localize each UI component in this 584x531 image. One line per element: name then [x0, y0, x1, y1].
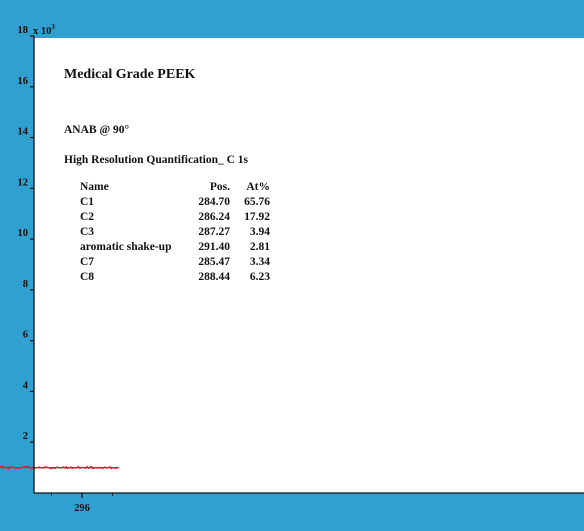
y-tick-label: 4: [23, 380, 29, 391]
table-header: Name: [80, 181, 109, 193]
table-cell: C8: [80, 271, 94, 283]
y-tick-label: 16: [18, 76, 29, 87]
table-header: Pos.: [210, 181, 230, 193]
table-cell: 284.70: [198, 196, 230, 208]
table-cell: 288.44: [198, 271, 230, 283]
table-cell: 287.27: [198, 226, 230, 238]
table-cell: C3: [80, 226, 94, 238]
y-tick-label: 12: [18, 177, 29, 188]
table-cell: 6.23: [250, 271, 270, 283]
chart-subtitle: ANAB @ 90°: [64, 124, 130, 136]
envelope-line: [0, 465, 119, 470]
table-cell: 17.92: [244, 211, 270, 223]
plot-area: [0, 465, 119, 470]
plot-background: [34, 38, 584, 493]
table-cell: 65.76: [244, 196, 270, 208]
y-tick-label: 10: [18, 228, 29, 239]
x-tick-label: 296: [74, 503, 90, 514]
table-cell: 2.81: [250, 241, 270, 253]
table-cell: C2: [80, 211, 94, 223]
table-header: At%: [246, 181, 270, 193]
quantification-table: Name Pos. At% C1 284.70 65.76 C2 286.24 17.92 C3 2…: [80, 181, 270, 283]
y-axis-multiplier: x 103: [33, 23, 55, 37]
table-cell: 286.24: [198, 211, 230, 223]
chart-title: Medical Grade PEEK: [64, 67, 196, 82]
table-cell: C1: [80, 196, 94, 208]
x-ticks: 296292288284280: [51, 493, 113, 514]
y-ticks: 2 4 6 8 10 12 14 16 18: [18, 25, 34, 443]
axes: 2 4 6 8 10 12 14 16 18 296292288284280 x 103: [18, 23, 584, 514]
table-cell: C7: [80, 256, 94, 268]
table-cell: 291.40: [198, 241, 230, 253]
table-heading: High Resolution Quantification_ C 1s: [64, 154, 249, 166]
header-text: Medical Grade PEEK ANAB @ 90° High Resol…: [64, 67, 249, 166]
y-tick-label: 6: [23, 330, 28, 341]
table-cell: 285.47: [198, 256, 230, 268]
y-tick-label: 18: [18, 25, 29, 36]
table-cell: aromatic shake-up: [80, 241, 171, 253]
y-tick-label: 8: [23, 279, 28, 290]
y-tick-label: 14: [18, 127, 29, 138]
table-cell: 3.94: [250, 226, 270, 238]
y-tick-label: 2: [23, 431, 28, 442]
table-cell: 3.34: [250, 256, 270, 268]
